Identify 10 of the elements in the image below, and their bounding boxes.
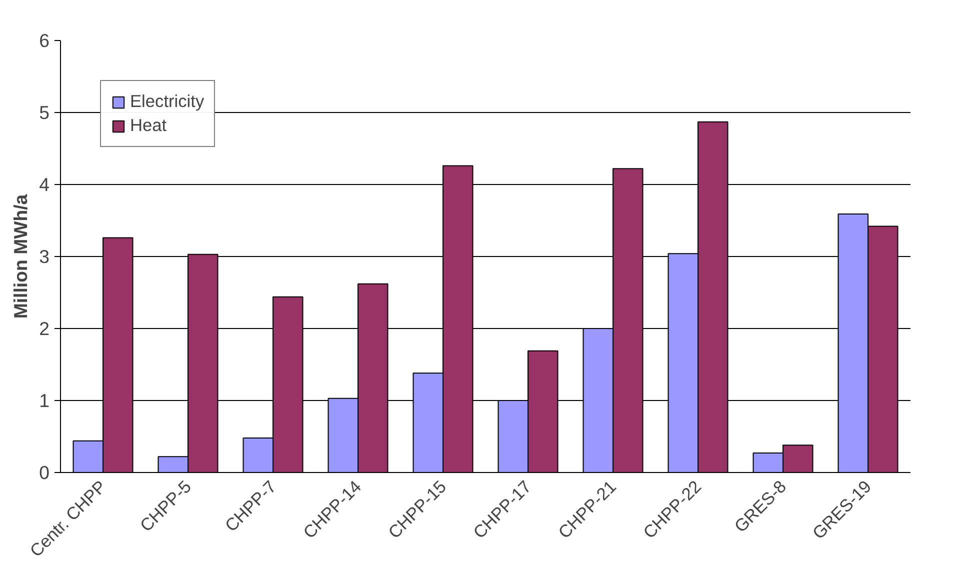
legend-label: Heat bbox=[130, 115, 167, 136]
y-tick-label: 1 bbox=[39, 390, 50, 411]
legend-label: Electricity bbox=[130, 91, 204, 112]
y-tick-label: 2 bbox=[39, 318, 50, 339]
y-tick-label: 5 bbox=[39, 102, 50, 123]
y-tick-label: 6 bbox=[39, 30, 50, 51]
y-tick-label: 4 bbox=[39, 174, 50, 195]
y-tick-label: 3 bbox=[39, 246, 50, 267]
y-tick-label: 0 bbox=[39, 462, 50, 483]
y-axis-title: Million MWh/a bbox=[10, 194, 32, 319]
